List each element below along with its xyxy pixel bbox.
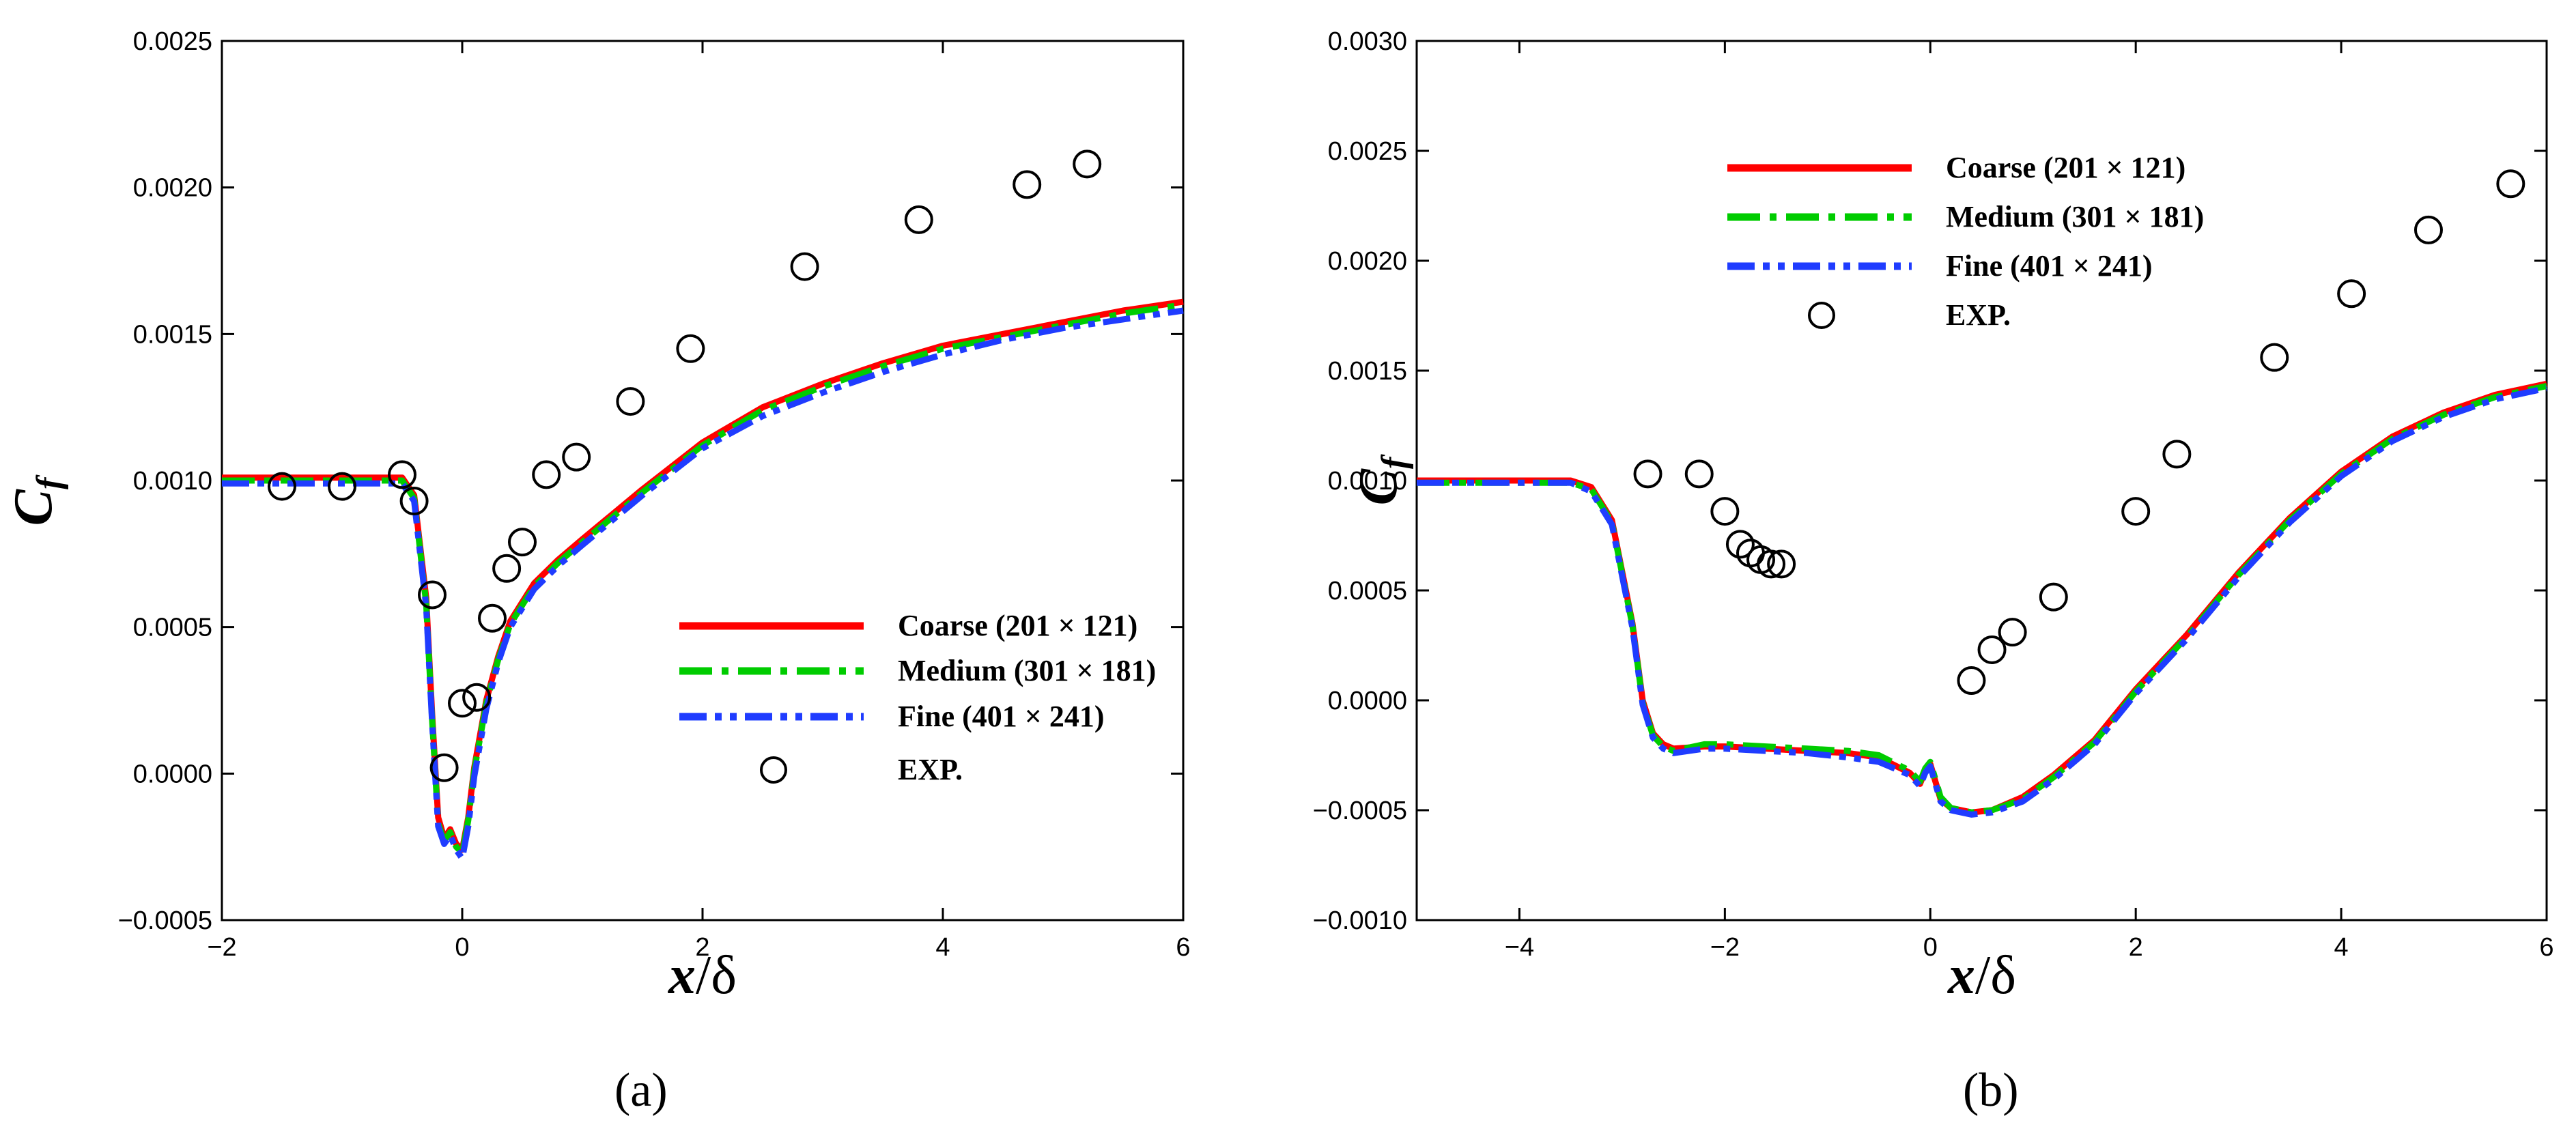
exp-marker bbox=[508, 528, 537, 557]
exp-marker bbox=[616, 387, 645, 416]
xlabel-b: x/δ bbox=[1947, 945, 2016, 1005]
legend-label-coarse-a: Coarse (201 × 121) bbox=[898, 609, 1137, 642]
xlabel-a: x/δ bbox=[668, 945, 737, 1005]
exp-marker bbox=[492, 554, 522, 583]
x-tick-label: −4 bbox=[1505, 933, 1534, 962]
exp-marker bbox=[448, 689, 477, 718]
exp-marker bbox=[2337, 279, 2366, 309]
legend-swatch-exp-b bbox=[1808, 302, 1835, 329]
x-tick-label: 6 bbox=[1176, 933, 1190, 962]
axis-ticks-b: −4 −2 0 2 4 6 −0.0010 −0.0005 0.0000 0.0005 0.0010… bbox=[1313, 27, 2554, 962]
exp-marker bbox=[532, 460, 561, 489]
exp-marker bbox=[2039, 582, 2068, 612]
exp-marker bbox=[1684, 459, 1714, 489]
series-line-fine bbox=[1417, 385, 2547, 818]
plot-curves-b bbox=[1417, 380, 2547, 818]
legend-a: Coarse (201 × 121) Medium (301 × 181) Fi… bbox=[679, 609, 1156, 786]
exp-marker bbox=[1073, 149, 1102, 179]
exp-marker bbox=[1767, 549, 1796, 579]
panel-label-a: (a) bbox=[614, 1064, 668, 1117]
exp-marker bbox=[268, 472, 296, 501]
exp-marker bbox=[904, 205, 933, 234]
y-tick-label: 0.0010 bbox=[133, 467, 212, 496]
exp-marker bbox=[429, 753, 459, 782]
y-tick-label: −0.0005 bbox=[1313, 797, 1407, 825]
x-tick-label: 2 bbox=[695, 933, 709, 962]
y-tick-label: 0.0000 bbox=[1328, 687, 1407, 715]
exp-marker bbox=[2162, 440, 2192, 469]
exp-marker bbox=[2121, 497, 2151, 526]
y-tick-label: 0.0000 bbox=[133, 760, 212, 788]
legend-label-exp-a: EXP. bbox=[898, 753, 963, 786]
y-tick-label: 0.0010 bbox=[1328, 467, 1407, 496]
exp-marker bbox=[1725, 530, 1755, 559]
x-tick-label: 4 bbox=[2334, 933, 2349, 962]
x-tick-label: 0 bbox=[1923, 933, 1938, 962]
legend-b: Coarse (201 × 121) Medium (301 × 181) Fi… bbox=[1727, 151, 2204, 332]
legend-label-coarse-b: Coarse (201 × 121) bbox=[1946, 151, 2185, 184]
plot-curves-a bbox=[222, 298, 1184, 862]
x-tick-label: 2 bbox=[2129, 933, 2143, 962]
exp-marker bbox=[328, 472, 356, 501]
legend-label-medium-b: Medium (301 × 181) bbox=[1946, 200, 2204, 233]
legend-label-fine-b: Fine (401 × 241) bbox=[1946, 249, 2152, 283]
y-tick-label: 0.0005 bbox=[1328, 577, 1407, 605]
exp-marker bbox=[1977, 635, 2007, 664]
x-tick-label: −2 bbox=[1710, 933, 1740, 962]
exp-marker bbox=[2496, 169, 2525, 199]
y-tick-label: 0.0025 bbox=[1328, 137, 1407, 166]
axis-ticks-a: −2 0 2 4 6 −0.0005 0.0000 0.0005 0.0010 0.0015 0.0… bbox=[118, 27, 1191, 962]
series-line-medium bbox=[222, 301, 1184, 856]
panel-b: −4 −2 0 2 4 6 −0.0010 −0.0005 0.0000 0.0005 0.0010… bbox=[1313, 27, 2554, 1117]
exp-marker bbox=[418, 580, 447, 610]
exp-marker bbox=[1710, 497, 1740, 526]
x-tick-label: 6 bbox=[2539, 933, 2553, 962]
exp-marker bbox=[478, 603, 507, 633]
exp-markers-a bbox=[268, 149, 1102, 782]
y-tick-label: −0.0005 bbox=[118, 906, 212, 935]
x-tick-label: 4 bbox=[935, 933, 950, 962]
y-tick-label: 0.0025 bbox=[133, 27, 212, 56]
y-tick-label: 0.0015 bbox=[133, 320, 212, 349]
exp-marker bbox=[1013, 170, 1042, 199]
exp-markers-b bbox=[1633, 169, 2525, 696]
y-tick-label: 0.0005 bbox=[133, 614, 212, 642]
legend-swatch-exp-a bbox=[760, 756, 787, 784]
exp-marker bbox=[1633, 459, 1662, 489]
legend-label-exp-b: EXP. bbox=[1946, 298, 2011, 332]
series-line-coarse bbox=[222, 298, 1184, 853]
x-tick-label: 0 bbox=[455, 933, 469, 962]
legend-label-medium-a: Medium (301 × 181) bbox=[898, 654, 1156, 687]
series-line-fine bbox=[222, 307, 1184, 862]
y-tick-label: 0.0020 bbox=[1328, 247, 1407, 276]
y-tick-label: 0.0015 bbox=[1328, 357, 1407, 386]
y-tick-label: 0.0020 bbox=[133, 174, 212, 203]
exp-marker bbox=[462, 683, 492, 712]
exp-marker bbox=[1757, 549, 1786, 579]
y-tick-label: 0.0030 bbox=[1328, 27, 1407, 56]
ylabel-a: Cf bbox=[3, 474, 69, 526]
exp-marker bbox=[2260, 343, 2289, 372]
ylabel-b: Cf bbox=[1348, 454, 1414, 505]
exp-marker bbox=[399, 487, 429, 516]
x-tick-label: −2 bbox=[207, 933, 236, 962]
panel-label-b: (b) bbox=[1963, 1064, 2019, 1117]
exp-marker bbox=[2414, 215, 2443, 244]
exp-marker bbox=[388, 460, 416, 489]
exp-marker bbox=[1998, 618, 2027, 647]
y-tick-label: −0.0010 bbox=[1313, 906, 1407, 935]
legend-label-fine-a: Fine (401 × 241) bbox=[898, 700, 1104, 733]
exp-marker bbox=[676, 334, 705, 363]
exp-marker bbox=[790, 252, 819, 281]
panel-a: −2 0 2 4 6 −0.0005 0.0000 0.0005 0.0010 0.0015 0.0… bbox=[3, 27, 1191, 1117]
exp-marker bbox=[562, 442, 591, 472]
exp-marker bbox=[1957, 666, 1986, 696]
